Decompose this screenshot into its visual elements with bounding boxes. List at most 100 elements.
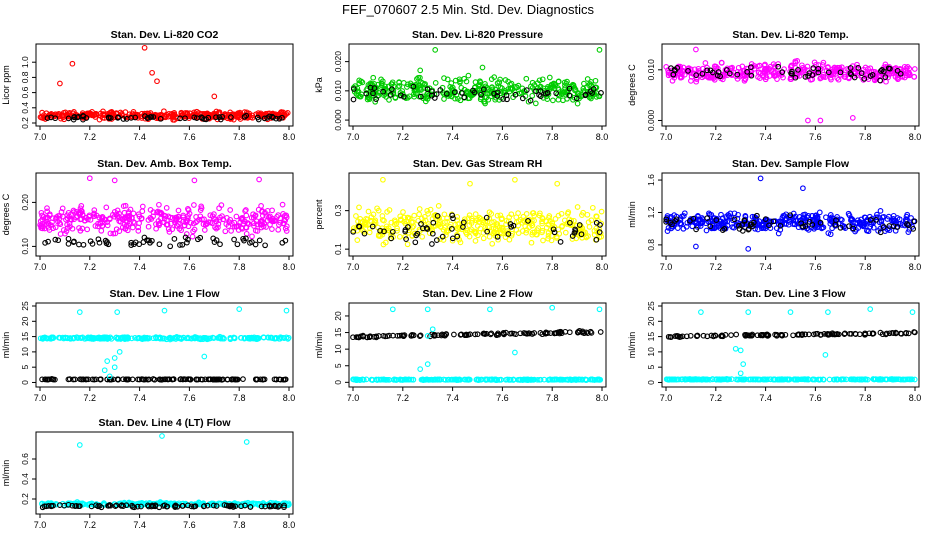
data-point: [365, 208, 372, 215]
data-point: [537, 210, 543, 217]
data-point: [401, 332, 408, 338]
data-point: [92, 223, 99, 229]
data-point: [846, 223, 852, 229]
x-tick-label: 7.4: [446, 262, 459, 272]
y-tick-label: 25: [646, 301, 656, 311]
data-point: [436, 376, 442, 383]
data-point: [860, 223, 867, 230]
data-point: [276, 503, 283, 509]
data-point: [278, 109, 284, 115]
data-point: [890, 215, 897, 222]
data-point: [98, 504, 105, 511]
data-point: [424, 333, 431, 339]
data-point: [594, 229, 600, 235]
data-point: [887, 68, 894, 75]
data-point: [537, 88, 544, 94]
data-point: [69, 225, 76, 232]
data-point: [119, 224, 126, 231]
data-point: [57, 80, 63, 87]
data-point: [512, 176, 518, 183]
plot-frame: [35, 431, 294, 515]
data-point: [42, 215, 49, 221]
data-point: [201, 227, 208, 233]
data-point: [469, 217, 476, 224]
data-point: [666, 376, 672, 383]
data-point: [862, 64, 869, 71]
data-point: [236, 306, 243, 312]
data-point: [742, 75, 749, 82]
data-point: [136, 241, 143, 248]
data-point: [525, 218, 531, 224]
data-point: [179, 503, 186, 509]
data-point: [424, 361, 431, 367]
data-point: [493, 377, 499, 384]
data-point: [528, 239, 535, 246]
data-point: [80, 376, 86, 383]
data-point: [368, 217, 375, 224]
y-tick-label: 25: [20, 301, 30, 311]
x-tick-label: 7.6: [496, 393, 509, 403]
data-point: [444, 215, 450, 222]
data-point: [831, 331, 838, 338]
data-point: [439, 233, 446, 240]
data-point: [683, 223, 690, 230]
data-point: [738, 376, 745, 383]
data-point: [589, 204, 596, 211]
data-point: [178, 112, 185, 119]
x-tick-label: 7.8: [546, 393, 559, 403]
data-point: [387, 92, 394, 98]
data-point: [572, 87, 578, 94]
data-point: [737, 347, 744, 354]
data-point: [402, 228, 409, 235]
data-point: [448, 85, 455, 92]
data-point: [65, 241, 72, 247]
chart-p1: Stan. Dev. Li-820 CO2 Licor ppm 7.0 7.2 7.4 7…: [1, 29, 295, 142]
plot-frame: [661, 302, 920, 388]
data-point: [679, 376, 685, 383]
data-point: [48, 376, 55, 382]
data-point: [185, 502, 191, 509]
data-point: [207, 501, 214, 507]
data-point: [573, 377, 580, 383]
data-point: [529, 92, 536, 99]
data-point: [486, 376, 493, 383]
data-point: [878, 68, 884, 74]
plot-frame: [348, 172, 607, 257]
y-tick-label: 0.8: [646, 239, 656, 251]
data-point: [130, 210, 137, 217]
data-point: [372, 220, 379, 226]
data-point: [847, 65, 854, 71]
data-point: [410, 223, 417, 229]
data-point: [191, 202, 197, 208]
data-point: [858, 70, 865, 76]
data-point: [356, 204, 362, 211]
data-point: [379, 213, 386, 219]
data-point: [270, 218, 277, 225]
data-point: [188, 503, 195, 510]
data-point: [682, 376, 689, 383]
chart-p3: Stan. Dev. Li-820 Temp. degrees C 7.0 7.2 7.…: [627, 29, 921, 142]
data-point: [528, 376, 535, 383]
data-point: [433, 237, 440, 243]
chart-title: Stan. Dev. Amb. Box Temp.: [97, 158, 232, 170]
data-point: [191, 177, 198, 184]
data-point: [183, 231, 190, 237]
data-point: [238, 503, 244, 510]
data-point: [381, 228, 387, 235]
data-point: [380, 176, 386, 183]
data-point: [805, 73, 812, 79]
data-point: [704, 64, 710, 71]
data-point: [790, 217, 797, 224]
data-point: [122, 109, 129, 115]
x-tick-label: 7.8: [233, 520, 246, 530]
data-point: [878, 376, 884, 383]
data-point: [205, 114, 212, 121]
data-point: [457, 332, 464, 338]
data-point: [779, 69, 786, 75]
data-point: [466, 91, 473, 98]
data-point: [757, 332, 764, 339]
data-point: [372, 98, 379, 105]
data-point: [432, 80, 439, 86]
y-tick-label: 20: [20, 316, 30, 326]
